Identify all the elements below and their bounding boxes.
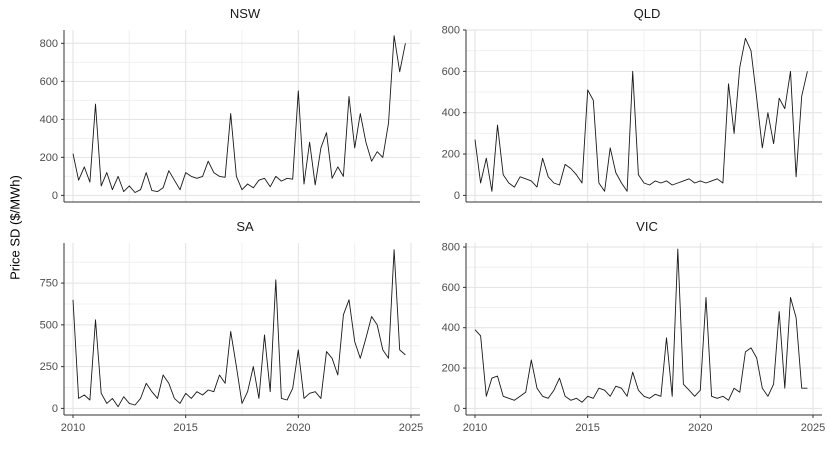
x-tick-label: 2020 (688, 422, 712, 434)
line-plot-vic: 0 200 400 600 800 2010 2015 2020 2025 (442, 242, 826, 434)
y-tick-label: 600 (442, 282, 460, 294)
x-tick-label: 2020 (286, 422, 310, 434)
y-tick-label: 0 (454, 190, 460, 202)
facet-title-vic: VIC (636, 219, 658, 234)
data-line (72, 35, 406, 193)
x-tick-label: 2025 (399, 422, 423, 434)
y-tick-label: 0 (52, 190, 58, 202)
y-tick-label: 800 (442, 25, 460, 37)
facet-title-qld: QLD (633, 6, 661, 21)
x-tick-label: 2025 (801, 422, 825, 434)
y-tick-label: 750 (40, 278, 58, 290)
y-tick-label: 250 (40, 361, 58, 373)
y-tick-label: 800 (442, 242, 460, 254)
facet-qld: QLD 0 200 400 600 800 (428, 4, 828, 217)
facet-title-nsw: NSW (229, 6, 261, 21)
facet-grid: NSW 0 200 400 600 800 QLD 0 200 400 600 800 SA 0… (26, 4, 828, 452)
x-tick-label: 2010 (463, 422, 487, 434)
y-tick-label: 200 (442, 149, 460, 161)
line-plot-qld: 0 200 400 600 800 (442, 25, 822, 203)
y-tick-label: 0 (52, 403, 58, 415)
y-tick-label: 200 (442, 363, 460, 375)
facet-nsw: NSW 0 200 400 600 800 (26, 4, 426, 217)
y-tick-label: 800 (40, 38, 58, 50)
x-tick-label: 2010 (61, 422, 85, 434)
line-plot-sa: 0 250 500 750 2010 2015 2020 2025 (40, 243, 423, 434)
data-line (474, 248, 808, 403)
y-axis-label-column: Price SD ($/MWh) (2, 4, 26, 452)
y-tick-label: 400 (442, 322, 460, 334)
y-tick-label: 600 (442, 66, 460, 78)
x-tick-label: 2015 (173, 422, 197, 434)
y-axis-label: Price SD ($/MWh) (7, 175, 23, 280)
y-tick-label: 400 (40, 114, 58, 126)
data-line (72, 249, 406, 408)
y-tick-label: 400 (442, 107, 460, 119)
line-plot-nsw: 0 200 400 600 800 (40, 30, 420, 203)
x-tick-label: 2015 (575, 422, 599, 434)
y-tick-label: 500 (40, 319, 58, 331)
data-line (474, 37, 808, 192)
facet-title-sa: SA (236, 219, 254, 234)
facet-sa: SA 0 250 500 750 2010 2015 2020 2025 (26, 217, 426, 452)
y-tick-label: 200 (40, 152, 58, 164)
y-tick-label: 600 (40, 76, 58, 88)
facet-vic: VIC 0 200 400 600 800 2010 2015 2020 2025 (428, 217, 828, 452)
y-tick-label: 0 (454, 403, 460, 415)
